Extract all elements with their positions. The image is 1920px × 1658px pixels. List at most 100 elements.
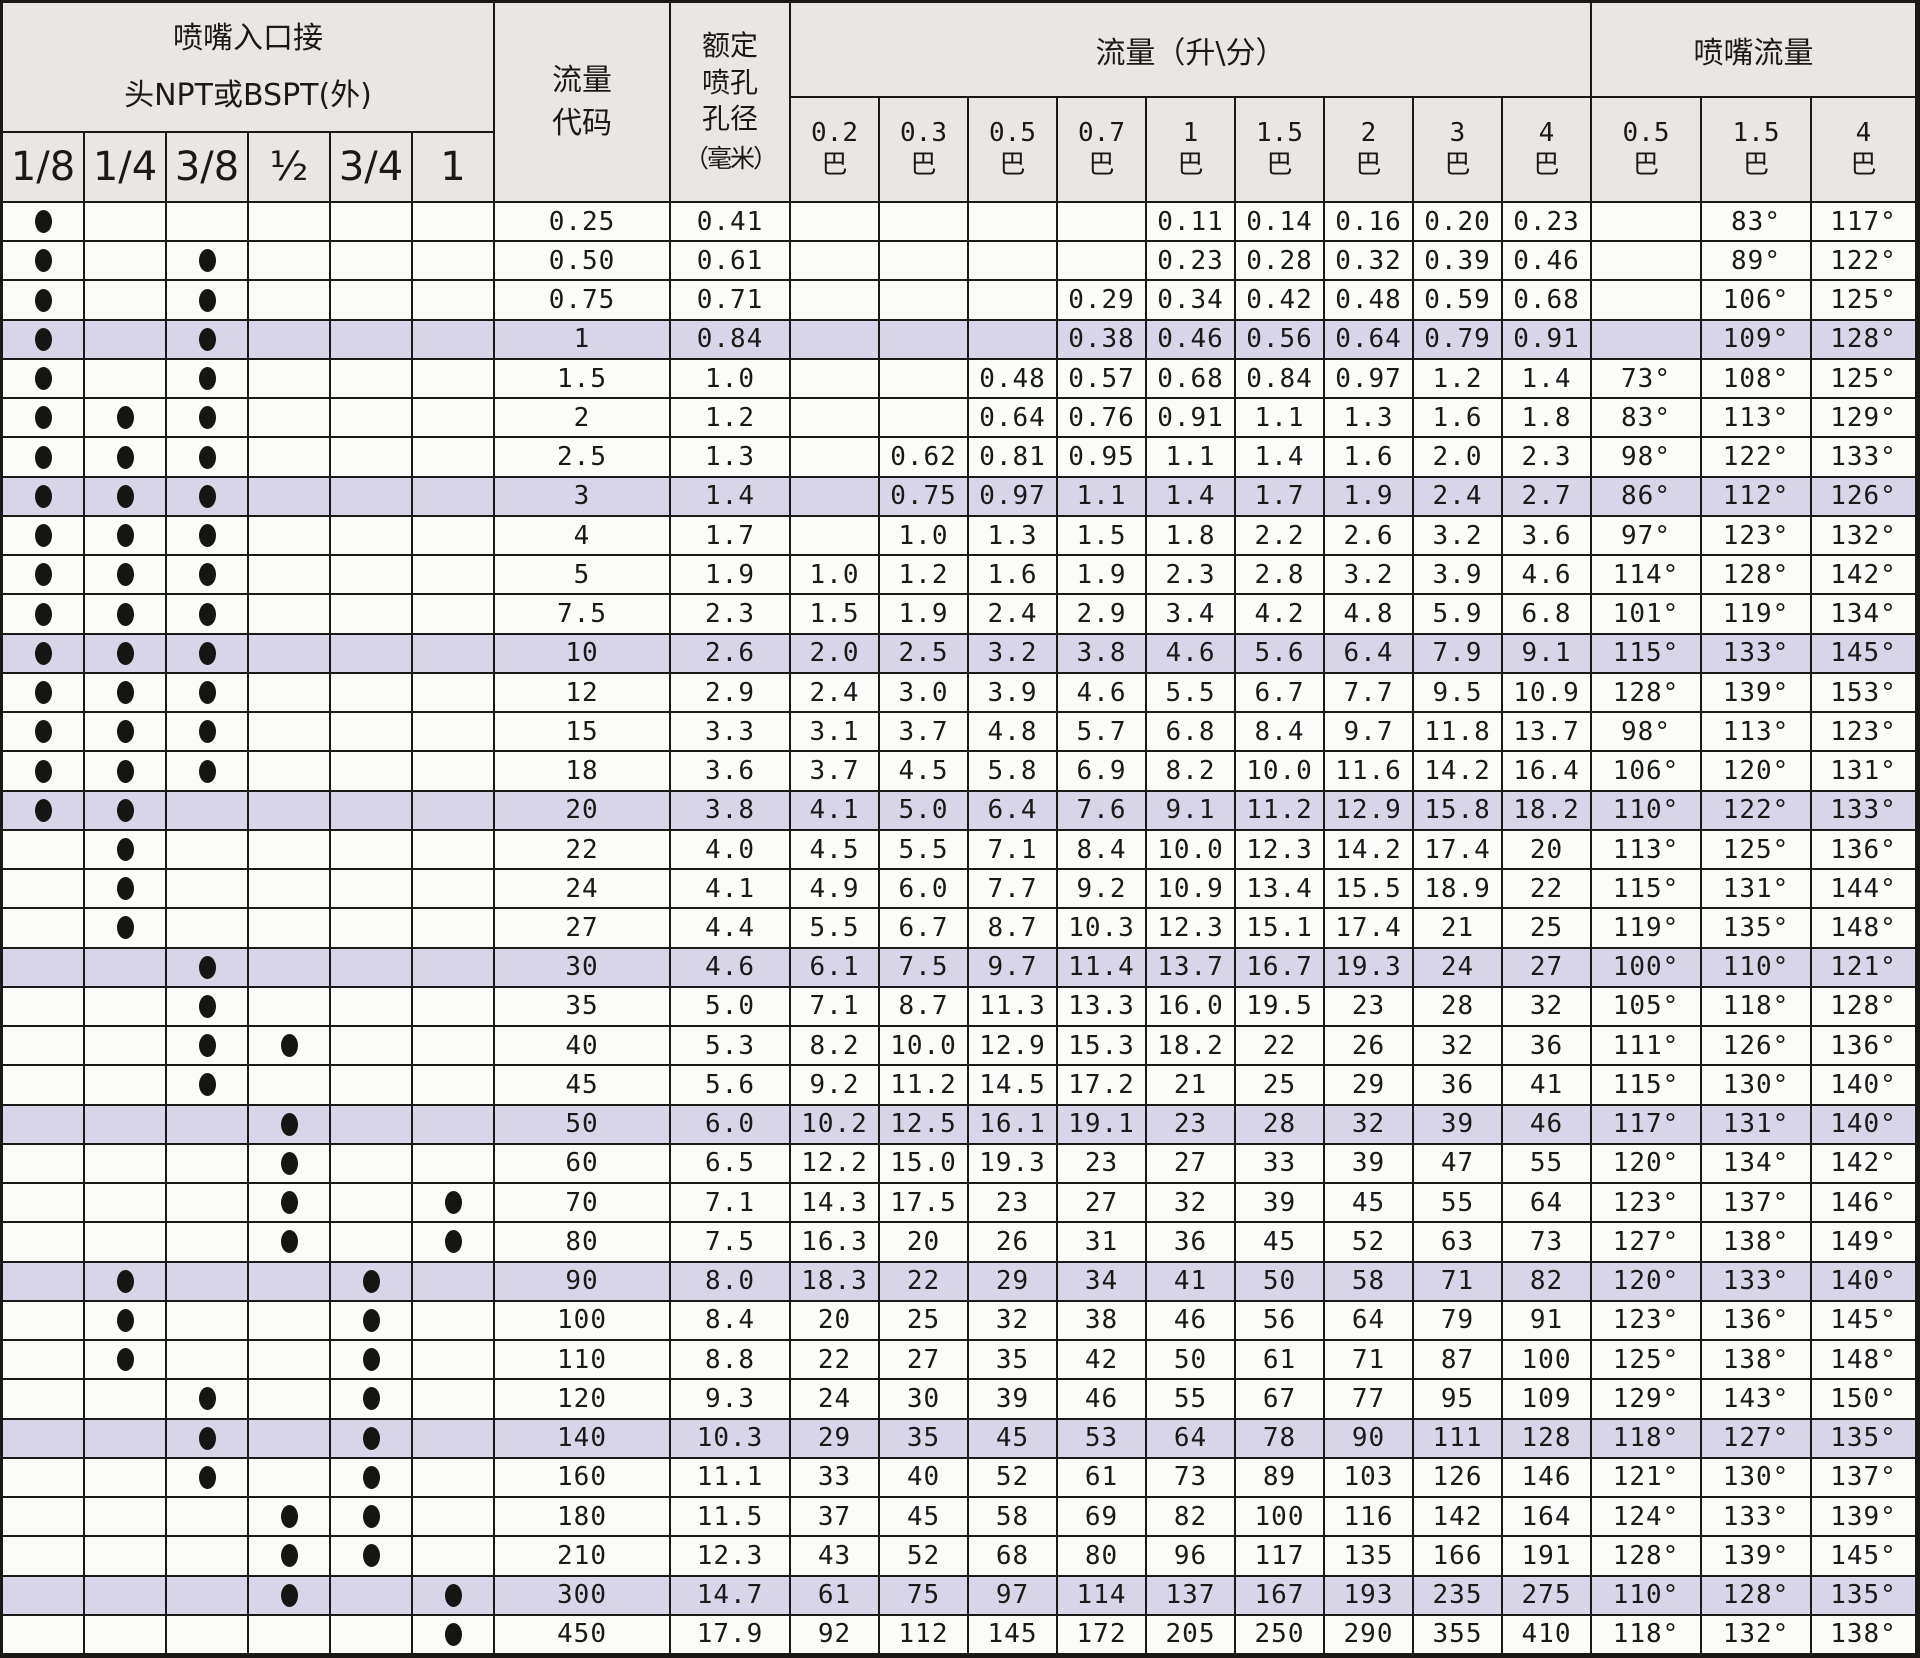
orifice-cell: 4.6 [671, 948, 791, 988]
orifice-label-line2: 喷孔 [701, 65, 758, 99]
conn-cell [167, 1458, 249, 1499]
flow-value-cell: 39 [1236, 1184, 1325, 1224]
flow-value-cell [791, 281, 880, 321]
conn-cell [167, 1027, 249, 1067]
flow-value-cell: 89 [1236, 1458, 1325, 1499]
flow-value-cell: 42 [1058, 1341, 1147, 1381]
conn-cell [3, 1498, 85, 1538]
spray-angle-cell: 123° [1592, 1301, 1702, 1342]
conn-cell [3, 281, 85, 321]
conn-cell [3, 1144, 85, 1185]
spray-angle-cell: 129° [1592, 1380, 1702, 1420]
conn-cell [85, 713, 167, 753]
spray-angle-cell: 89° [1702, 242, 1812, 282]
conn-cell [249, 477, 331, 517]
pressure-value: 2 [1360, 118, 1377, 149]
conn-cell [85, 399, 167, 439]
flow-value-cell: 0.46 [1147, 320, 1236, 360]
flow-value-cell: 46 [1147, 1301, 1236, 1342]
conn-cell [3, 830, 85, 871]
connection-dot [444, 1583, 462, 1607]
flow-value-cell: 191 [1503, 1537, 1592, 1577]
spray-angle-cell: 98° [1592, 713, 1702, 753]
spray-angle-cell: 119° [1592, 909, 1702, 949]
flow-value-cell: 20 [1503, 830, 1592, 871]
flow-value-cell: 5.9 [1414, 595, 1503, 635]
flow-value-cell: 82 [1503, 1262, 1592, 1302]
conn-cell [331, 1184, 413, 1224]
conn-cell [413, 399, 495, 439]
conn-cell [249, 203, 331, 243]
conn-cell [167, 1498, 249, 1538]
connection-dot [280, 1583, 298, 1607]
conn-cell [167, 1144, 249, 1185]
conn-cell [331, 399, 413, 439]
flow-value-cell: 55 [1503, 1144, 1592, 1185]
connection-dot [34, 210, 52, 234]
flow-value-cell: 16.7 [1236, 948, 1325, 988]
flow-code-cell: 180 [495, 1498, 671, 1538]
flow-value-cell: 41 [1147, 1262, 1236, 1302]
spray-angle-cell: 130° [1702, 1458, 1812, 1499]
conn-cell [331, 1341, 413, 1381]
flow-value-cell: 13.7 [1503, 713, 1592, 753]
bar-unit: 巴 [1533, 149, 1560, 180]
connection-dot [34, 798, 52, 822]
conn-cell [331, 1105, 413, 1145]
flow-value-cell: 20 [880, 1223, 969, 1263]
flow-value-cell: 1.8 [1503, 399, 1592, 439]
flow-value-cell: 8.2 [791, 1027, 880, 1067]
conn-cell [3, 1301, 85, 1342]
flow-value-cell: 145 [969, 1615, 1058, 1655]
conn-cell [413, 673, 495, 714]
conn-cell [85, 477, 167, 517]
flow-value-cell: 4.1 [791, 791, 880, 831]
flow-code-cell: 140 [495, 1419, 671, 1459]
flow-value-cell: 2.5 [880, 634, 969, 674]
pressure-value: 4 [1538, 118, 1555, 149]
bar-unit: 巴 [999, 149, 1026, 180]
flow-value-cell: 0.16 [1325, 203, 1414, 243]
conn-cell [167, 203, 249, 243]
connection-dot [198, 288, 216, 312]
flow-value-cell: 117 [1236, 1537, 1325, 1577]
flow-value-cell: 167 [1236, 1576, 1325, 1616]
spray-angle-cell: 100° [1592, 948, 1702, 988]
connection-dot [34, 720, 52, 744]
conn-cell [167, 1301, 249, 1342]
flow-code-cell: 2 [495, 399, 671, 439]
flow-code-cell: 160 [495, 1458, 671, 1499]
flow-code-cell: 450 [495, 1615, 671, 1655]
spray-angle-cell: 97° [1592, 516, 1702, 557]
spray-angle-cell: 124° [1592, 1498, 1702, 1538]
spray-angle-cell: 133° [1702, 634, 1812, 674]
flow-value-cell: 71 [1414, 1262, 1503, 1302]
flow-value-cell: 23 [1058, 1144, 1147, 1185]
conn-cell [331, 1066, 413, 1106]
flow-value-cell: 164 [1503, 1498, 1592, 1538]
spray-angle-cell: 138° [1702, 1341, 1812, 1381]
connection-dot [116, 602, 134, 626]
conn-cell [167, 281, 249, 321]
flow-value-cell: 22 [1236, 1027, 1325, 1067]
flow-value-cell [1058, 203, 1147, 243]
flow-value-cell: 250 [1236, 1615, 1325, 1655]
conn-cell [85, 1419, 167, 1459]
orifice-cell: 6.5 [671, 1144, 791, 1185]
flow-value-cell: 5.5 [1147, 673, 1236, 714]
spray-angle-cell: 145° [1812, 1301, 1917, 1342]
conn-cell [85, 1537, 167, 1577]
flow-value-cell: 290 [1325, 1615, 1414, 1655]
flow-value-cell: 27 [1503, 948, 1592, 988]
connection-dot [198, 327, 216, 351]
flow-value-cell: 38 [1058, 1301, 1147, 1342]
conn-cell [249, 1615, 331, 1655]
orifice-cell: 0.41 [671, 203, 791, 243]
conn-cell [3, 1184, 85, 1224]
flow-value-cell: 43 [791, 1537, 880, 1577]
spray-angle-section-header: 喷嘴流量 [1592, 3, 1917, 98]
conn-cell [167, 713, 249, 753]
spray-angle-cell: 73° [1592, 359, 1702, 400]
conn-cell [167, 634, 249, 674]
